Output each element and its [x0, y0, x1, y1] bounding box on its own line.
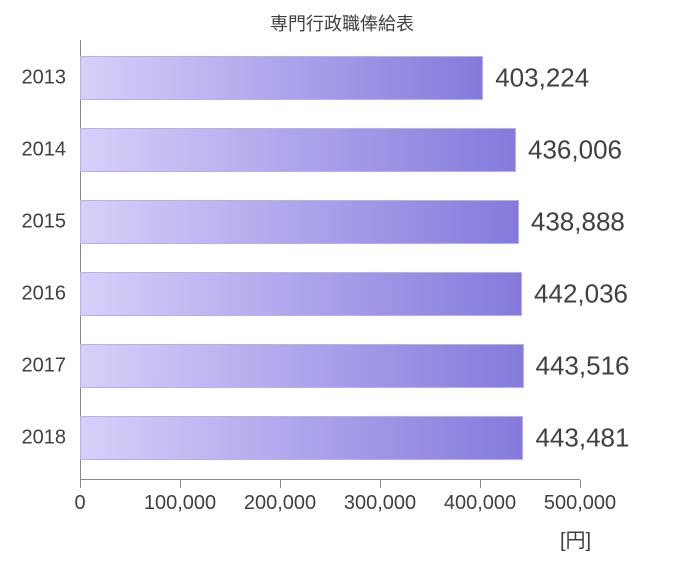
y-category-label: 2016	[0, 283, 66, 306]
bar: 436,006	[80, 128, 516, 172]
x-tick-label: 500,000	[544, 492, 616, 515]
x-tick	[580, 480, 581, 488]
bar-fill	[80, 200, 519, 244]
bar-value-label: 442,036	[534, 279, 628, 310]
x-tick	[180, 480, 181, 488]
x-tick-label: 300,000	[344, 492, 416, 515]
salary-chart: 専門行政職俸給表 403,224 436,006 438,888 442,036 443…	[0, 0, 684, 572]
y-category-label: 2013	[0, 67, 66, 90]
x-axis-unit-label: [円]	[560, 524, 591, 553]
bar-fill	[80, 56, 483, 100]
x-tick	[480, 480, 481, 488]
bar-value-label: 438,888	[531, 207, 625, 238]
y-category-label: 2015	[0, 211, 66, 234]
x-tick	[80, 480, 81, 488]
x-axis-line	[80, 479, 580, 480]
y-axis-line	[80, 40, 81, 480]
bar-value-label: 443,516	[536, 351, 630, 382]
bar: 442,036	[80, 272, 522, 316]
x-tick	[280, 480, 281, 488]
bar-value-label: 403,224	[495, 63, 589, 94]
x-tick-label: 0	[74, 492, 85, 515]
plot-area: 403,224 436,006 438,888 442,036 443,516 443,4…	[80, 40, 580, 480]
bar: 443,481	[80, 416, 523, 460]
bar-fill	[80, 272, 522, 316]
bar-fill	[80, 416, 523, 460]
bar: 438,888	[80, 200, 519, 244]
bar-fill	[80, 128, 516, 172]
bar: 443,516	[80, 344, 524, 388]
bar-fill	[80, 344, 524, 388]
y-category-label: 2017	[0, 355, 66, 378]
y-category-label: 2018	[0, 427, 66, 450]
y-category-label: 2014	[0, 139, 66, 162]
bar: 403,224	[80, 56, 483, 100]
bar-value-label: 443,481	[535, 423, 629, 454]
x-tick-label: 200,000	[244, 492, 316, 515]
x-tick	[380, 480, 381, 488]
bar-value-label: 436,006	[528, 135, 622, 166]
x-tick-label: 400,000	[444, 492, 516, 515]
x-tick-label: 100,000	[144, 492, 216, 515]
chart-title: 専門行政職俸給表	[0, 10, 684, 36]
